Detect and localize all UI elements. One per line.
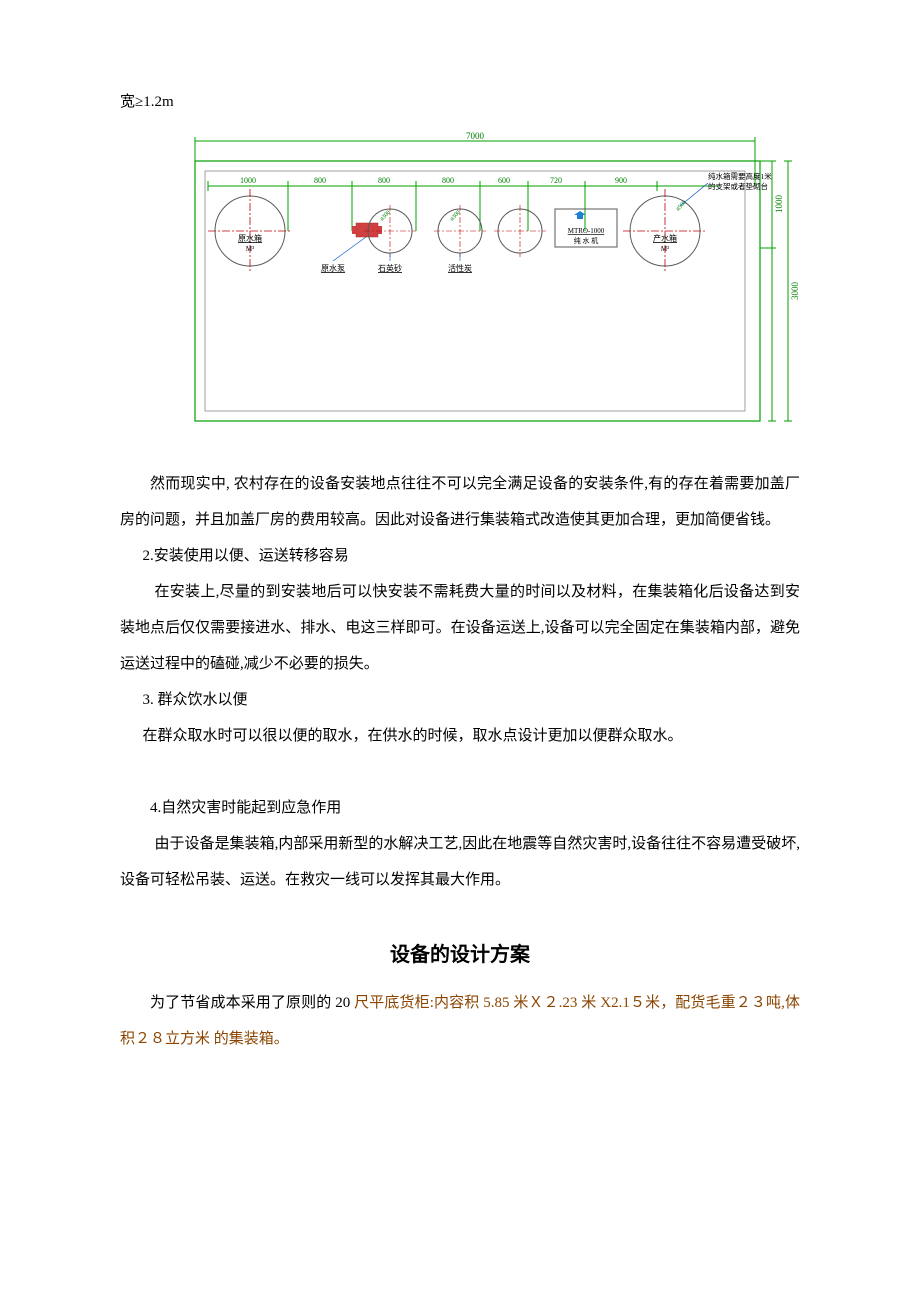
svg-text:M³: M³ xyxy=(661,245,669,253)
section-title-design: 设备的设计方案 xyxy=(120,938,800,967)
svg-text:M³: M³ xyxy=(246,245,254,253)
svg-text:产水箱: 产水箱 xyxy=(653,233,677,243)
svg-text:原水箱: 原水箱 xyxy=(238,233,262,243)
svg-text:800: 800 xyxy=(378,176,390,185)
layout-diagram: 7000 1000 800 800 800 xyxy=(160,131,800,436)
svg-text:3000: 3000 xyxy=(790,282,800,301)
diagram-svg: 7000 1000 800 800 800 xyxy=(160,131,800,431)
paragraph-install: 在安装上,尽量的到安装地后可以快安装不需耗费大量的时间以及材料，在集装箱化后设备… xyxy=(120,574,800,682)
svg-text:720: 720 xyxy=(550,176,562,185)
svg-text:1000: 1000 xyxy=(240,176,256,185)
svg-text:活性炭: 活性炭 xyxy=(448,263,472,273)
paragraph-reality: 然而现实中, 农村存在的设备安装地点往往不可以完全满足设备的安装条件,有的存在着… xyxy=(120,466,800,538)
heading-3: 3. 群众饮水以便 xyxy=(120,682,800,718)
spacer xyxy=(120,754,800,790)
svg-text:石英砂: 石英砂 xyxy=(378,263,402,273)
dim-total-width: 7000 xyxy=(466,131,485,141)
svg-text:900: 900 xyxy=(615,176,627,185)
svg-text:的支架或者垫砌台: 的支架或者垫砌台 xyxy=(708,181,768,191)
svg-text:800: 800 xyxy=(314,176,326,185)
svg-text:ø500: ø500 xyxy=(675,200,688,213)
svg-text:800: 800 xyxy=(442,176,454,185)
paragraph-disaster: 由于设备是集装箱,内部采用新型的水解决工艺,因此在地震等自然灾害时,设备往往不容… xyxy=(120,826,800,898)
heading-2: 2.安装使用以便、运送转移容易 xyxy=(120,538,800,574)
svg-text:600: 600 xyxy=(498,176,510,185)
svg-text:1000: 1000 xyxy=(774,195,784,214)
heading-4: 4.自然灾害时能起到应急作用 xyxy=(120,790,800,826)
width-constraint-label: 宽≥1.2m xyxy=(120,90,800,111)
svg-text:纯水箱需要高度1米: 纯水箱需要高度1米 xyxy=(708,171,772,181)
paragraph-container-spec: 为了节省成本采用了原则的 20 尺平底货柜:内容积 5.85 米Ｘ２.23 米 … xyxy=(120,985,800,1057)
svg-text:MTRO-1000: MTRO-1000 xyxy=(568,227,605,235)
svg-text:纯 水 机: 纯 水 机 xyxy=(574,236,599,245)
paragraph-water: 在群众取水时可以很以便的取水，在供水的时候，取水点设计更加以便群众取水。 xyxy=(120,718,800,754)
svg-text:原水泵: 原水泵 xyxy=(321,263,345,273)
